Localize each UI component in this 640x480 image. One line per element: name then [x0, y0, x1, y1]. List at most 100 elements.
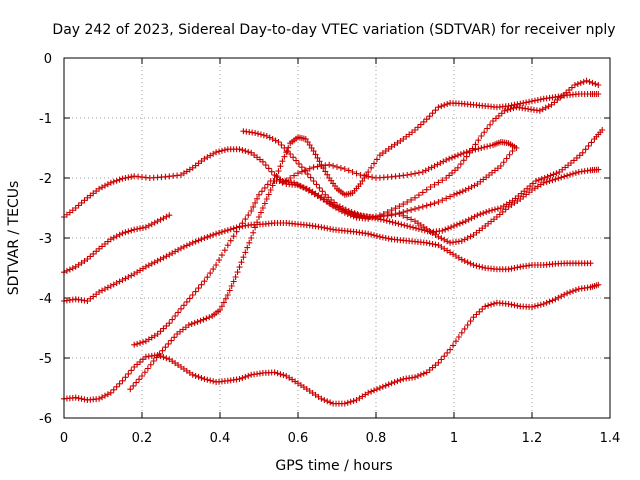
data-point — [439, 177, 446, 184]
data-point — [385, 381, 392, 388]
data-point — [465, 185, 472, 192]
data-point — [245, 212, 252, 219]
data-point — [404, 199, 411, 205]
data-point — [206, 314, 213, 321]
data-point — [376, 233, 383, 240]
data-point — [532, 178, 539, 184]
data-point — [371, 232, 378, 239]
data-point — [354, 211, 361, 218]
data-point — [166, 212, 173, 219]
data-point — [349, 169, 356, 175]
data-point — [242, 148, 249, 154]
data-point — [397, 377, 404, 384]
data-point — [160, 254, 167, 261]
data-point — [389, 219, 396, 226]
data-point — [543, 178, 550, 185]
data-point — [318, 163, 325, 169]
data-point — [263, 133, 270, 139]
data-point — [587, 260, 594, 267]
data-point — [259, 158, 266, 165]
data-point — [107, 179, 114, 186]
data-point — [538, 175, 545, 182]
data-point — [306, 165, 313, 172]
data-point — [392, 205, 399, 212]
data-point — [534, 302, 541, 309]
data-point — [595, 281, 602, 288]
data-point — [139, 373, 145, 379]
data-point — [368, 231, 375, 238]
data-point — [567, 171, 574, 178]
data-point — [110, 178, 117, 185]
data-point — [227, 237, 234, 244]
data-point — [547, 172, 554, 179]
data-point — [419, 169, 426, 175]
data-point — [438, 356, 445, 363]
data-point — [432, 241, 439, 248]
data-point — [110, 234, 117, 241]
data-point — [472, 146, 479, 153]
data-point — [458, 238, 465, 244]
data-point — [72, 394, 79, 401]
data-point — [125, 174, 132, 181]
data-point — [344, 399, 351, 406]
data-point — [230, 233, 237, 240]
data-point — [275, 168, 282, 175]
data-point — [595, 166, 602, 173]
data-point — [558, 174, 565, 181]
data-point — [589, 79, 596, 86]
data-point — [245, 372, 252, 379]
data-point — [200, 316, 207, 323]
data-point — [252, 130, 259, 136]
data-point — [380, 217, 387, 223]
data-point — [189, 292, 196, 298]
data-point — [293, 157, 300, 164]
data-point — [474, 212, 481, 219]
data-point — [218, 303, 225, 310]
data-point — [454, 164, 461, 171]
data-point — [441, 102, 448, 109]
data-point — [295, 160, 302, 167]
data-point — [313, 181, 320, 188]
data-point — [561, 173, 568, 180]
data-point — [110, 281, 117, 288]
data-point — [279, 179, 286, 186]
data-point — [365, 389, 372, 396]
data-point — [429, 241, 436, 247]
data-point — [458, 329, 465, 336]
y-axis-label: SDTVAR / TECUs — [6, 181, 22, 296]
data-point — [489, 207, 496, 214]
data-point — [535, 176, 542, 183]
data-point — [500, 159, 507, 166]
data-point — [586, 78, 593, 85]
data-point — [213, 149, 220, 156]
data-point — [505, 266, 512, 273]
data-point — [195, 237, 202, 244]
data-point — [368, 164, 375, 171]
series-track-7 — [240, 127, 606, 235]
data-point — [408, 171, 415, 178]
data-point — [252, 199, 259, 206]
data-point — [263, 196, 270, 202]
data-point — [456, 220, 463, 227]
data-point — [503, 155, 510, 162]
data-point — [555, 175, 562, 182]
data-point — [104, 181, 111, 188]
data-point — [310, 178, 317, 184]
data-point — [476, 308, 483, 315]
data-point — [460, 157, 467, 164]
data-point — [107, 283, 114, 289]
data-point — [449, 154, 456, 161]
data-point — [549, 297, 556, 304]
data-point — [163, 253, 170, 260]
series-track-3 — [61, 220, 594, 304]
y-tick-label: -2 — [39, 172, 52, 187]
data-point — [307, 174, 314, 181]
data-point — [368, 388, 375, 395]
data-point — [523, 99, 530, 106]
data-point — [451, 223, 457, 229]
data-point — [435, 179, 442, 186]
data-point — [478, 145, 485, 151]
data-point — [188, 320, 195, 327]
data-point — [128, 173, 135, 180]
data-point — [414, 373, 421, 379]
